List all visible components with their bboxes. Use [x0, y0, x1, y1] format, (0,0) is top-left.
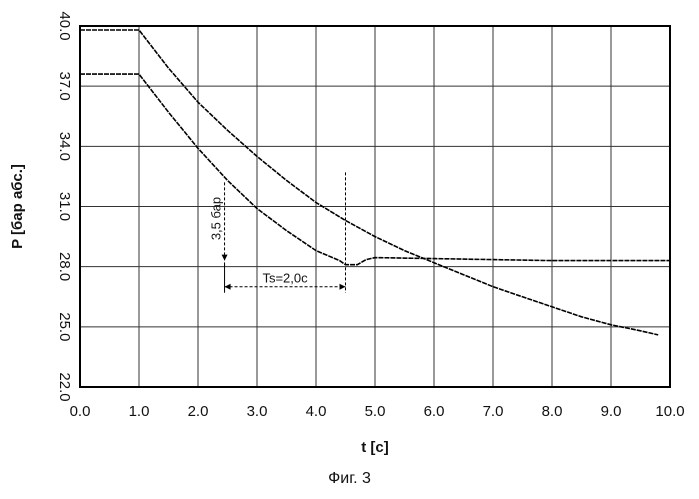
- pressure-diff-label: 3,5 бар: [209, 197, 224, 240]
- x-tick-label: 7.0: [483, 403, 504, 420]
- x-tick-label: 10.0: [655, 403, 684, 420]
- x-tick-label: 6.0: [424, 403, 445, 420]
- x-tick-label: 3.0: [247, 403, 268, 420]
- grid: [80, 26, 670, 387]
- x-tick-label: 9.0: [601, 403, 622, 420]
- x-tick-label: 5.0: [365, 403, 386, 420]
- y-tick-label: 40.0: [56, 11, 73, 40]
- x-tick-label: 8.0: [542, 403, 563, 420]
- x-tick-label: 0.0: [70, 403, 91, 420]
- y-tick-labels: 22.0 25.0 28.0 31.0 34.0 37.0 40.0: [56, 11, 73, 401]
- y-tick-label: 28.0: [56, 252, 73, 281]
- time-span-arrow-right: [340, 284, 346, 290]
- x-tick-label: 2.0: [188, 403, 209, 420]
- y-tick-label: 34.0: [56, 132, 73, 161]
- y-axis-label: P [бар абс.]: [9, 164, 26, 249]
- time-span-arrow-left: [225, 284, 231, 290]
- annotations: 3,5 бар Ts=2,0c: [209, 172, 346, 292]
- y-tick-label: 37.0: [56, 72, 73, 101]
- figure-caption: Фиг. 3: [0, 470, 699, 488]
- x-tick-labels: 0.0 1.0 2.0 3.0 4.0 5.0 6.0 7.0 8.0 9.0 10.0: [70, 403, 685, 420]
- y-tick-label: 22.0: [56, 372, 73, 401]
- pressure-diff-arrow: [222, 255, 228, 261]
- series-line-1: [80, 30, 658, 335]
- y-tick-label: 31.0: [56, 192, 73, 221]
- x-axis-label: t [c]: [361, 439, 389, 456]
- y-tick-label: 25.0: [56, 312, 73, 341]
- time-span-label: Ts=2,0c: [262, 271, 308, 286]
- x-tick-label: 4.0: [306, 403, 327, 420]
- x-tick-label: 1.0: [129, 403, 150, 420]
